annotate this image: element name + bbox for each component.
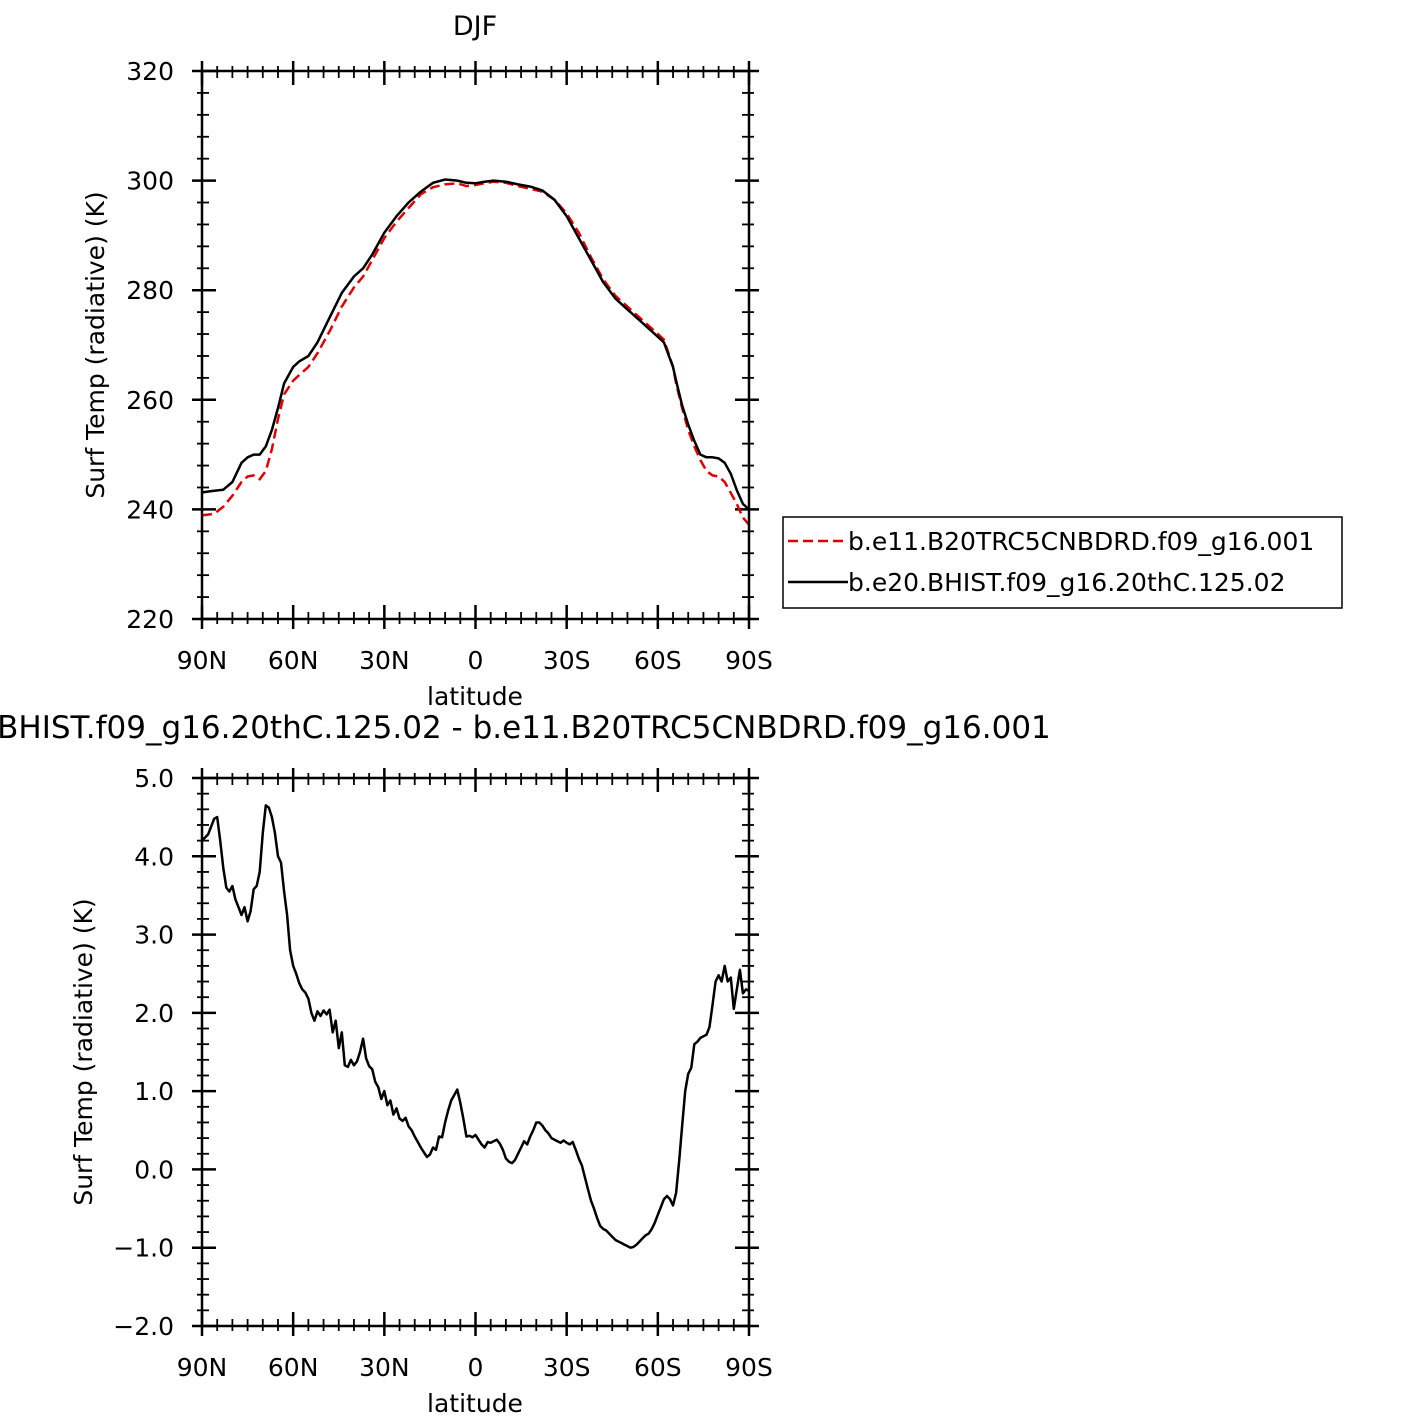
bottom-x-tick-label: 90S bbox=[725, 1353, 773, 1382]
bottom-x-tick-label: 90N bbox=[177, 1353, 228, 1382]
top-x-tick-label: 90S bbox=[725, 646, 773, 675]
bottom-tick-labels: 90N 60N 30N 0 30S 60S 90S −2.0 −1.0 0.0 1.0 2.0 3.0 4… bbox=[113, 764, 773, 1382]
bottom-plot-frame bbox=[200, 776, 751, 1328]
top-y-axis-label: Surf Temp (radiative) (K) bbox=[81, 191, 110, 498]
top-y-tick-label: 280 bbox=[126, 276, 174, 305]
top-series-line-dashed-0 bbox=[201, 180, 750, 526]
top-x-tick-label: 60N bbox=[268, 646, 319, 675]
top-series-line-solid-1 bbox=[201, 178, 750, 511]
bottom-x-tick-label: 60N bbox=[268, 1353, 319, 1382]
top-y-tick-label: 240 bbox=[126, 495, 174, 524]
top-tick-labels: 90N 60N 30N 0 30S 60S 90S 220 240 260 280 300 320 bbox=[126, 57, 773, 675]
bottom-x-tick-label: 30N bbox=[359, 1353, 410, 1382]
top-y-tick-label: 320 bbox=[126, 57, 174, 86]
legend-label-1: b.e11.B20TRC5CNBDRD.f09_g16.001 bbox=[848, 527, 1314, 556]
bottom-y-tick-label: 1.0 bbox=[134, 1077, 174, 1106]
bottom-y-axis-label: Surf Temp (radiative) (K) bbox=[69, 898, 98, 1205]
top-chart-title: DJF bbox=[453, 11, 497, 42]
bottom-panel: b.e20.BHIST.f09_g16.20thC.125.02 - b.e11… bbox=[0, 710, 1051, 1418]
bottom-y-tick-label: −1.0 bbox=[113, 1234, 174, 1263]
top-plot-frame bbox=[200, 69, 751, 621]
bottom-y-tick-label: 2.0 bbox=[134, 999, 174, 1028]
top-y-tick-label: 260 bbox=[126, 386, 174, 415]
top-panel: DJF Surf Temp (radiative) (K) latitude 9… bbox=[81, 11, 773, 711]
bottom-y-tick-label: 5.0 bbox=[134, 764, 174, 793]
top-x-tick-label: 0 bbox=[468, 646, 484, 675]
top-x-tick-label: 60S bbox=[634, 646, 682, 675]
bottom-series-line-solid-0 bbox=[201, 804, 750, 1249]
bottom-y-tick-label: 4.0 bbox=[134, 842, 174, 871]
bottom-y-tick-label: 0.0 bbox=[134, 1155, 174, 1184]
bottom-y-tick-label: −2.0 bbox=[113, 1312, 174, 1341]
top-x-tick-label: 90N bbox=[177, 646, 228, 675]
top-y-tick-label: 300 bbox=[126, 167, 174, 196]
top-x-tick-label: 30N bbox=[359, 646, 410, 675]
bottom-x-tick-label: 30S bbox=[543, 1353, 591, 1382]
bottom-x-tick-label: 60S bbox=[634, 1353, 682, 1382]
top-x-tick-label: 30S bbox=[543, 646, 591, 675]
bottom-series-group bbox=[201, 804, 750, 1249]
legend-box bbox=[782, 516, 1343, 609]
bottom-y-tick-label: 3.0 bbox=[134, 921, 174, 950]
bottom-x-axis-label: latitude bbox=[427, 1389, 523, 1418]
bottom-chart-title: b.e20.BHIST.f09_g16.20thC.125.02 - b.e11… bbox=[0, 710, 1051, 746]
bottom-x-tick-label: 0 bbox=[468, 1353, 484, 1382]
top-y-tick-label: 220 bbox=[126, 605, 174, 634]
legend-label-2: b.e20.BHIST.f09_g16.20thC.125.02 bbox=[848, 568, 1285, 597]
top-x-axis-label: latitude bbox=[427, 682, 523, 711]
top-series-group bbox=[201, 178, 750, 526]
legend: b.e11.B20TRC5CNBDRD.f09_g16.001 b.e20.BH… bbox=[782, 516, 1343, 609]
